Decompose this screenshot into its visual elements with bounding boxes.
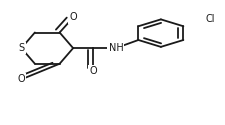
Text: NH: NH	[108, 43, 123, 53]
Text: Cl: Cl	[206, 14, 215, 24]
Text: O: O	[18, 74, 25, 84]
Text: O: O	[90, 66, 97, 76]
Text: S: S	[18, 43, 25, 53]
Text: O: O	[69, 12, 77, 22]
